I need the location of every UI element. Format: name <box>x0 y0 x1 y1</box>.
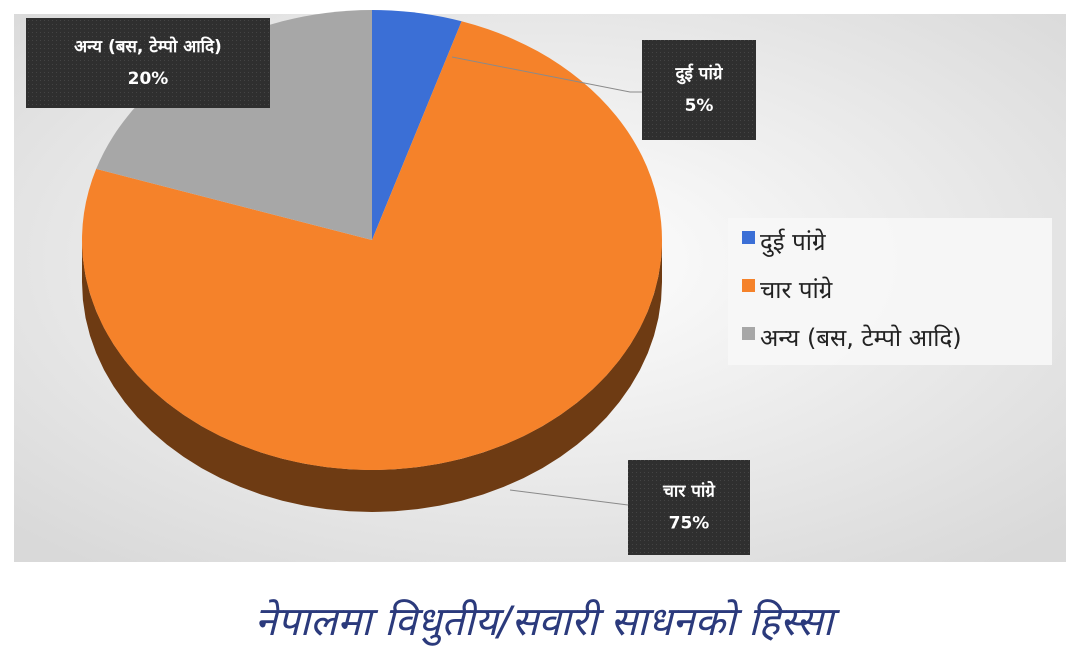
legend-label: चार पांग्रे <box>760 276 833 304</box>
data-label-name: दुई पांग्रे <box>675 63 724 85</box>
slice <box>96 10 373 240</box>
legend-swatch <box>742 231 755 244</box>
legend-label: अन्य (बस, टेम्पो आदि) <box>760 324 962 352</box>
slice-side <box>82 240 662 512</box>
leader-line <box>451 56 642 93</box>
data-label-value: 5% <box>685 96 714 116</box>
data-label-name: अन्य (बस, टेम्पो आदि) <box>74 36 222 57</box>
data-label-value: 20% <box>128 69 169 89</box>
data-label-name: चार पांग्रे <box>662 481 716 502</box>
legend-swatch <box>742 327 755 340</box>
pie <box>81 10 662 512</box>
slice <box>372 10 462 240</box>
data-label-box <box>26 18 270 108</box>
data-label-value: 75% <box>669 514 710 534</box>
chart-title: नेपालमा विधुतीय/सवारी साधनको हिस्सा <box>255 599 841 646</box>
legend-box <box>728 218 1052 365</box>
leader-line <box>509 489 629 506</box>
legend-swatch <box>742 279 755 292</box>
legend-label: दुई पांग्रे <box>760 228 826 257</box>
slice <box>81 21 662 471</box>
data-label-box <box>642 40 756 140</box>
data-label-box <box>628 460 750 555</box>
